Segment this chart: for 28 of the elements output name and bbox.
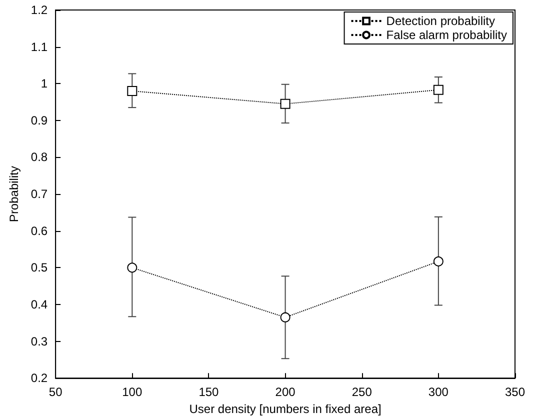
- y-tick-label: 1.1: [30, 40, 48, 54]
- y-tick-label: 0.7: [30, 187, 48, 202]
- legend-label: Detection probability: [386, 14, 496, 28]
- point: [127, 86, 138, 96]
- point: [127, 262, 138, 273]
- point: [433, 84, 444, 95]
- point: [433, 256, 444, 266]
- point: [280, 98, 290, 109]
- y-axis-title: Probability: [7, 166, 21, 222]
- y-tick-label: 0.5: [30, 260, 48, 275]
- x-tick-label: 50: [48, 385, 63, 400]
- y-tick-label: 1.2: [30, 3, 48, 17]
- x-tick-label: 150: [198, 385, 220, 400]
- y-tick-label: 0.8: [30, 150, 48, 164]
- y-tick-label: 1: [40, 76, 48, 91]
- x-tick-label: 100: [122, 385, 142, 400]
- legend-label: False alarm probability: [386, 28, 508, 42]
- point: [280, 312, 290, 322]
- x-tick-label: 200: [275, 385, 296, 400]
- x-tick-label: 300: [428, 385, 449, 400]
- y-tick-label: 0.9: [30, 113, 48, 128]
- y-tick-label: 0.3: [30, 334, 48, 348]
- y-tick-label: 0.6: [30, 224, 48, 238]
- x-tick-label: 350: [504, 385, 526, 400]
- y-tick-label: 0.2: [30, 371, 48, 386]
- y-tick-label: 0.4: [30, 297, 48, 312]
- x-axis-title: User density [numbers in fixed area]: [189, 402, 382, 416]
- x-tick-label: 250: [352, 385, 372, 400]
